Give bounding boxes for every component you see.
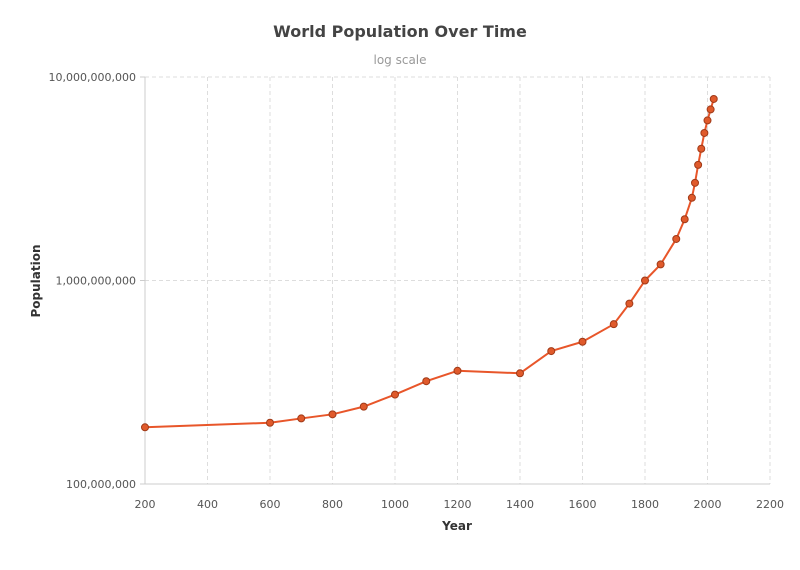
x-axis-title: Year (441, 519, 472, 533)
data-point[interactable] (625, 299, 634, 308)
data-point[interactable] (359, 402, 368, 411)
x-tick-label: 1400 (506, 498, 534, 511)
data-point[interactable] (141, 423, 149, 432)
data-point[interactable] (694, 160, 703, 169)
tick-labels: 200 400 600 800 1000 1200 1400 1600 1800 2000 2200… (49, 71, 784, 511)
data-point[interactable] (266, 418, 274, 427)
data-point[interactable] (703, 116, 712, 125)
x-tick-label: 200 (135, 498, 156, 511)
data-point[interactable] (691, 178, 699, 187)
data-point[interactable] (297, 414, 306, 423)
data-point[interactable] (422, 377, 431, 386)
data-point[interactable] (706, 105, 715, 114)
y-tick-label: 1,000,000,000 (56, 275, 136, 288)
x-tick-label: 400 (197, 498, 218, 511)
axes (140, 76, 770, 485)
y-tick-label: 10,000,000,000 (49, 71, 136, 84)
data-point[interactable] (516, 369, 524, 378)
x-tick-label: 1200 (444, 498, 472, 511)
y-axis-title: Population (29, 244, 43, 317)
data-point[interactable] (328, 410, 337, 419)
data-point[interactable] (656, 260, 665, 269)
x-tick-label: 800 (322, 498, 343, 511)
x-tick-label: 600 (260, 498, 281, 511)
x-tick-label: 1000 (381, 498, 409, 511)
x-tick-label: 2000 (694, 498, 722, 511)
data-point[interactable] (680, 215, 689, 224)
x-tick-label: 1600 (569, 498, 597, 511)
data-point[interactable] (547, 347, 556, 356)
data-point[interactable] (672, 234, 681, 243)
data-point[interactable] (641, 276, 649, 285)
data-point[interactable] (453, 366, 462, 375)
x-tick-label: 1800 (631, 498, 659, 511)
chart-subtitle: log scale (373, 53, 426, 67)
data-point[interactable] (697, 144, 706, 153)
grid (145, 76, 771, 484)
data-point[interactable] (687, 193, 696, 202)
data-point[interactable] (609, 320, 618, 329)
data-series (141, 94, 718, 432)
data-point[interactable] (700, 128, 709, 137)
data-point[interactable] (578, 337, 587, 346)
x-tick-label: 2200 (756, 498, 784, 511)
chart-title: World Population Over Time (273, 22, 527, 41)
population-line (144, 98, 715, 429)
y-tick-label: 100,000,000 (66, 478, 136, 491)
data-point[interactable] (391, 390, 399, 399)
data-point[interactable] (709, 94, 718, 103)
